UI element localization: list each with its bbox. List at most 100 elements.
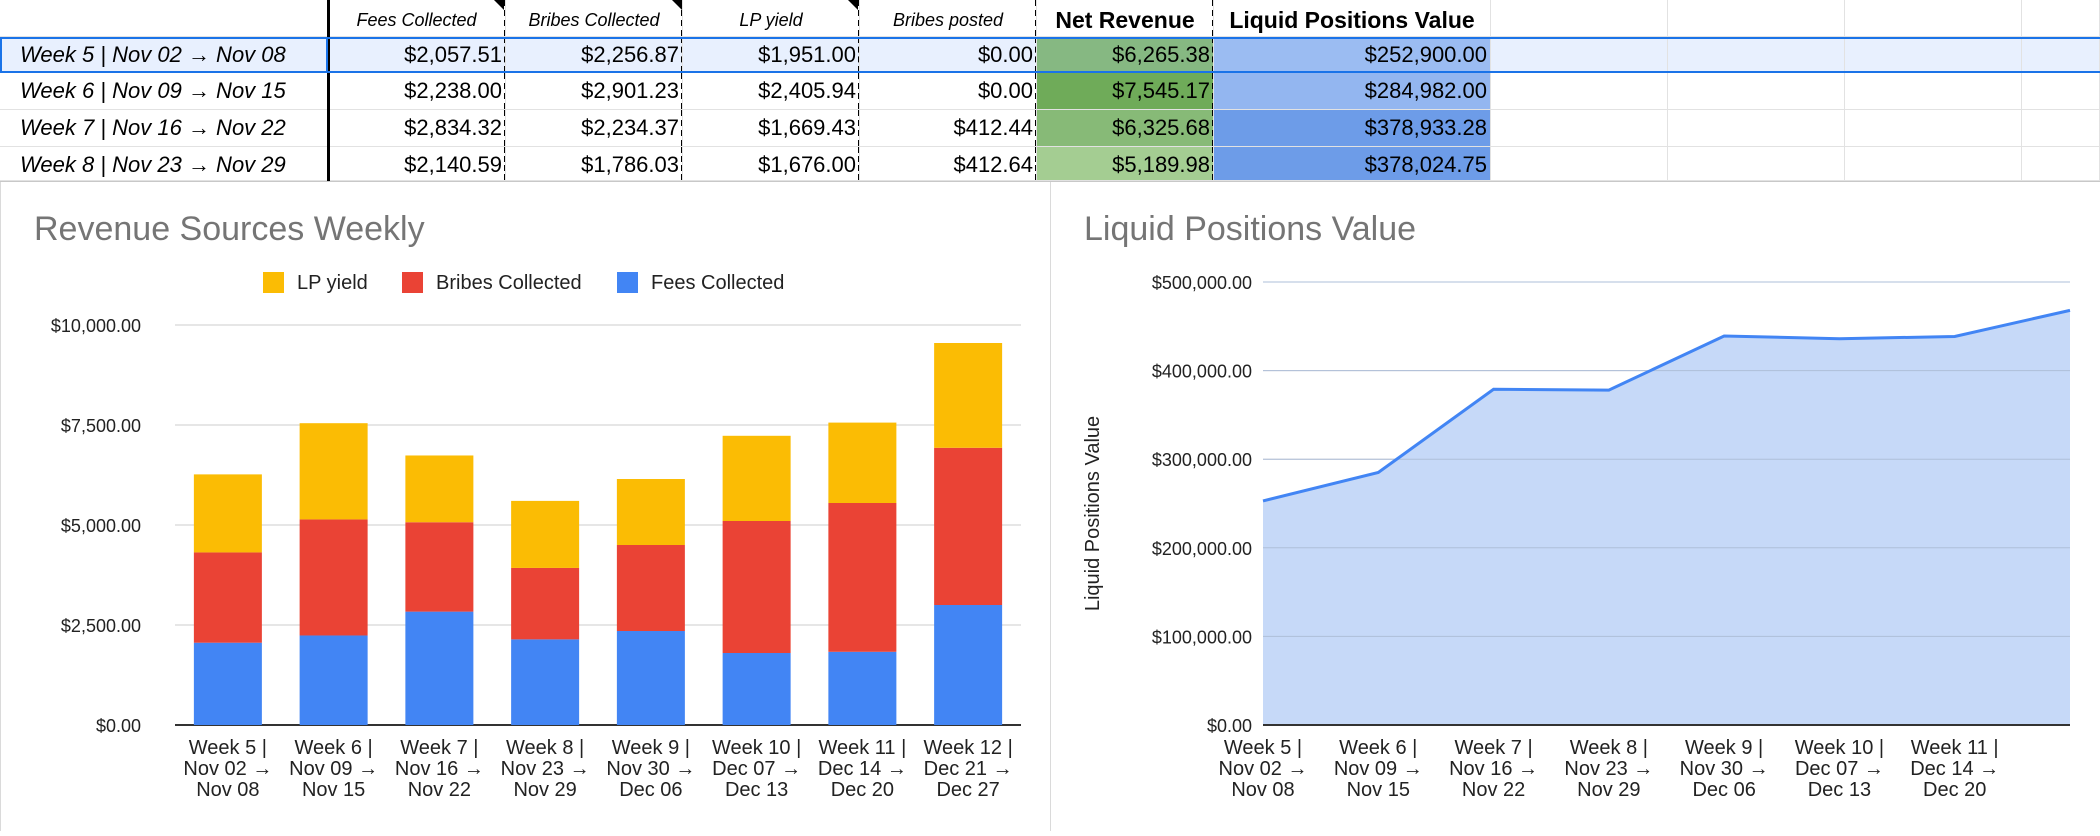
x-tick-label: Week 10 | <box>1795 737 1884 759</box>
empty-cell[interactable] <box>1668 0 1845 37</box>
value-cell[interactable]: $2,405.94 <box>683 73 860 110</box>
bar-segment <box>193 642 262 725</box>
value-cell[interactable]: $252,900.00 <box>1214 37 1491 73</box>
x-tick-label: Week 5 | <box>1224 737 1302 759</box>
bar-segment <box>511 567 580 640</box>
y-tick-label: $2,500.00 <box>61 616 141 636</box>
value-cell[interactable]: $7,545.17 <box>1037 73 1214 110</box>
revenue-chart-panel[interactable]: Revenue Sources Weekly LP yield Bribes Co… <box>0 182 1051 831</box>
empty-cell[interactable] <box>2022 73 2100 110</box>
revenue-chart-title: Revenue Sources Weekly <box>34 210 425 248</box>
x-tick-label: Dec 14 → <box>1910 758 1999 780</box>
x-tick-label: Nov 09 → <box>1334 758 1423 780</box>
row-label-cell[interactable]: Week 5 | Nov 02 → Nov 08 <box>0 37 328 73</box>
empty-cell[interactable] <box>2022 110 2100 147</box>
y-tick-label: $400,000.00 <box>1152 362 1252 382</box>
spreadsheet-grid: Fees Collected Bribes Collected LP yield Br… <box>0 0 2100 181</box>
value-cell[interactable]: $0.00 <box>860 37 1037 73</box>
x-tick-label: Week 9 | <box>612 737 690 759</box>
corner-cell[interactable] <box>0 0 328 37</box>
empty-cell[interactable] <box>2022 37 2100 73</box>
row-label-cell[interactable]: Week 6 | Nov 09 → Nov 15 <box>0 73 328 110</box>
empty-cell[interactable] <box>1668 110 1845 147</box>
x-tick-label: Week 12 | <box>923 737 1012 759</box>
value-cell[interactable]: $1,676.00 <box>683 147 860 181</box>
header-lp-yield[interactable]: LP yield <box>683 0 860 37</box>
note-marker-icon <box>672 0 682 10</box>
empty-cell[interactable] <box>1668 73 1845 110</box>
value-cell[interactable]: $6,325.68 <box>1037 110 1214 147</box>
bar-segment <box>828 422 897 503</box>
bar-segment <box>616 479 685 545</box>
empty-cell[interactable] <box>2022 0 2100 37</box>
x-tick-label: Nov 23 → <box>501 758 590 780</box>
x-tick-label: Week 7 | <box>1454 737 1532 759</box>
value-cell[interactable]: $412.64 <box>860 147 1037 181</box>
value-cell[interactable]: $1,951.00 <box>683 37 860 73</box>
bar-segment <box>405 522 474 612</box>
empty-cell[interactable] <box>1491 0 1668 37</box>
legend-label: Bribes Collected <box>436 272 582 294</box>
legend-swatch <box>402 272 423 293</box>
value-cell[interactable]: $378,024.75 <box>1214 147 1491 181</box>
liquid-positions-area-chart: $0.00 $100,000.00 $200,000.00 $300,000.00 $4… <box>1082 273 2071 801</box>
x-tick-label: Nov 23 → <box>1564 758 1653 780</box>
x-tick-label: Nov 30 → <box>1680 758 1769 780</box>
row-label-cell[interactable]: Week 8 | Nov 23 → Nov 29 <box>0 147 328 181</box>
empty-cell[interactable] <box>2022 147 2100 181</box>
empty-cell[interactable] <box>1668 147 1845 181</box>
bar-segment <box>828 503 897 652</box>
empty-cell[interactable] <box>1491 147 1668 181</box>
x-tick-label: Nov 02 → <box>1219 758 1308 780</box>
empty-cell[interactable] <box>1845 37 2022 73</box>
legend-label: LP yield <box>297 272 368 294</box>
value-cell[interactable]: $1,669.43 <box>683 110 860 147</box>
empty-cell[interactable] <box>1845 147 2022 181</box>
value-cell[interactable]: $2,238.00 <box>328 73 506 110</box>
value-cell[interactable]: $378,933.28 <box>1214 110 1491 147</box>
x-tick-label: Nov 02 → <box>183 758 272 780</box>
header-bribes-collected[interactable]: Bribes Collected <box>506 0 683 37</box>
x-tick-label: Nov 15 <box>1347 779 1410 801</box>
header-net-revenue[interactable]: Net Revenue <box>1037 0 1214 37</box>
bar-segment <box>616 631 685 725</box>
y-tick-label: $5,000.00 <box>61 516 141 536</box>
empty-cell[interactable] <box>1491 110 1668 147</box>
value-cell[interactable]: $2,234.37 <box>506 110 683 147</box>
liquid-positions-chart-panel[interactable]: Liquid Positions Value $0.00 $100,000.00 $… <box>1051 182 2100 831</box>
x-tick-label: Dec 06 <box>1692 779 1755 801</box>
x-tick-label: Nov 29 <box>513 779 576 801</box>
value-cell[interactable]: $2,140.59 <box>328 147 506 181</box>
row-label-cell[interactable]: Week 7 | Nov 16 → Nov 22 <box>0 110 328 147</box>
y-tick-label: $200,000.00 <box>1152 539 1252 559</box>
value-cell[interactable]: $412.44 <box>860 110 1037 147</box>
empty-cell[interactable] <box>1845 73 2022 110</box>
y-tick-label: $10,000.00 <box>51 316 141 336</box>
value-cell[interactable]: $5,189.98 <box>1037 147 1214 181</box>
value-cell[interactable]: $2,057.51 <box>328 37 506 73</box>
header-fees-collected[interactable]: Fees Collected <box>328 0 506 37</box>
empty-cell[interactable] <box>1491 73 1668 110</box>
value-cell[interactable]: $2,901.23 <box>506 73 683 110</box>
value-cell[interactable]: $1,786.03 <box>506 147 683 181</box>
x-tick-label: Week 6 | <box>1339 737 1417 759</box>
header-bribes-posted[interactable]: Bribes posted <box>860 0 1037 37</box>
empty-cell[interactable] <box>1668 37 1845 73</box>
value-cell[interactable]: $6,265.38 <box>1037 37 1214 73</box>
empty-cell[interactable] <box>1491 37 1668 73</box>
bar-segment <box>511 500 580 568</box>
bar-segment <box>193 552 262 643</box>
x-tick-label: Week 11 | <box>1911 737 1999 759</box>
value-cell[interactable]: $2,256.87 <box>506 37 683 73</box>
x-tick-label: Dec 13 <box>1808 779 1871 801</box>
empty-cell[interactable] <box>1845 110 2022 147</box>
liquid-positions-chart-title: Liquid Positions Value <box>1084 210 1417 248</box>
x-tick-label: Nov 30 → <box>606 758 695 780</box>
value-cell[interactable]: $2,834.32 <box>328 110 506 147</box>
value-cell[interactable]: $0.00 <box>860 73 1037 110</box>
revenue-bar-chart: LP yield Bribes Collected Fees Collected $0… <box>51 272 1021 801</box>
value-cell[interactable]: $284,982.00 <box>1214 73 1491 110</box>
header-liquid-positions-value[interactable]: Liquid Positions Value <box>1214 0 1491 37</box>
empty-cell[interactable] <box>1845 0 2022 37</box>
y-tick-label: $0.00 <box>1207 716 1252 736</box>
